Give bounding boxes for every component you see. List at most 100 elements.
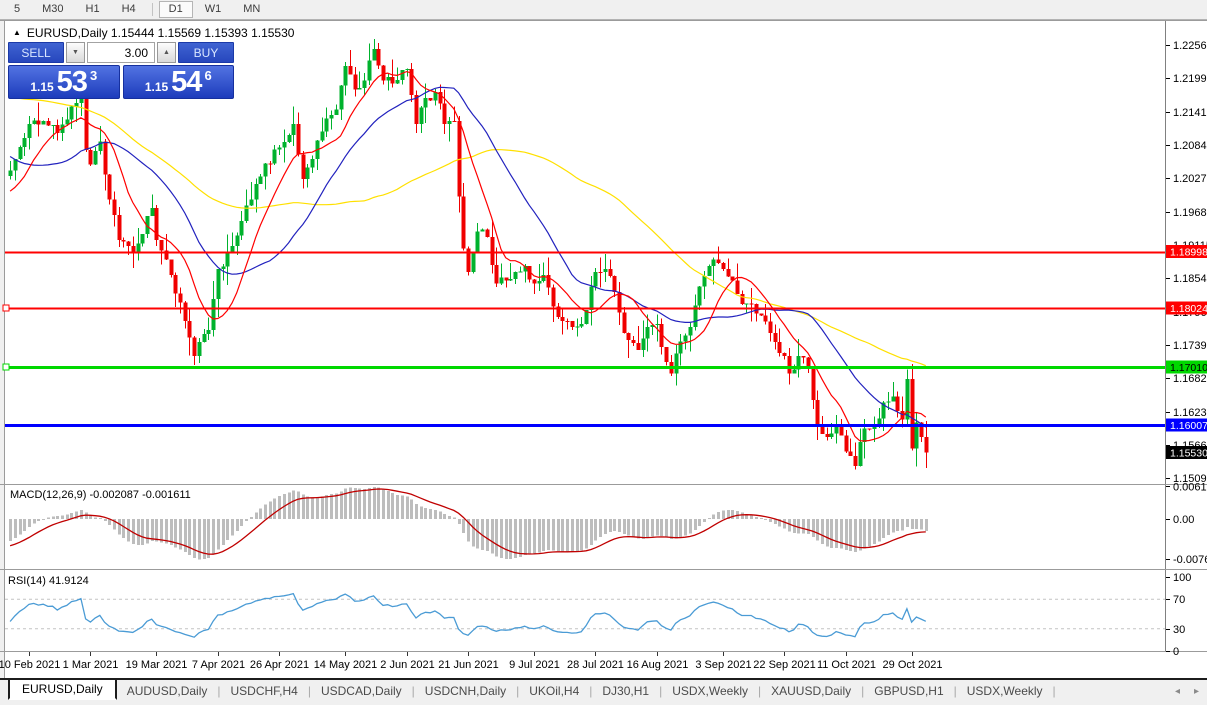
date-tick-label: 1 Mar 2021 xyxy=(63,659,119,671)
chart-tab-eurusd-daily[interactable]: EURUSD,Daily xyxy=(8,678,117,700)
chart-tab-dj30-h1[interactable]: DJ30,H1 xyxy=(602,684,650,698)
rsi-label: RSI(14) 41.9124 xyxy=(8,575,89,587)
timeframe-button-h4[interactable]: H4 xyxy=(121,3,136,15)
macd-label: MACD(12,26,9) -0.002087 -0.001611 xyxy=(10,489,191,501)
tab-separator: | xyxy=(861,684,865,698)
date-tick-label: 7 Apr 2021 xyxy=(192,659,245,671)
lot-size-field[interactable]: 3.00 xyxy=(87,42,155,63)
hline-price-label: 1.18998 xyxy=(1170,247,1207,259)
date-tick-label: 22 Sep 2021 xyxy=(753,659,815,671)
tab-separator: | xyxy=(953,684,957,698)
sell-price-small: 1.15 xyxy=(30,79,54,94)
sell-price-panel[interactable]: 1.15 53 3 xyxy=(8,65,120,99)
macd-tick: -0.00762 xyxy=(1173,554,1207,566)
timeframe-button-d1[interactable]: D1 xyxy=(158,1,193,18)
macd-signal-line xyxy=(9,488,926,555)
date-tick-label: 28 Jul 2021 xyxy=(567,659,624,671)
tab-separator: | xyxy=(307,684,311,698)
timeframe-button-5[interactable]: 5 xyxy=(14,3,21,15)
chart-tab-usdchf-h4[interactable]: USDCHF,H4 xyxy=(230,684,298,698)
tab-separator: | xyxy=(411,684,415,698)
price-tick: 1.18545 xyxy=(1173,273,1207,285)
rsi-tick: 70 xyxy=(1173,594,1185,606)
buy-price-sup: 6 xyxy=(204,68,212,83)
chart-tab-xauusd-daily[interactable]: XAUUSD,Daily xyxy=(771,684,852,698)
sell-price-sup: 3 xyxy=(89,68,98,83)
one-click-trading-widget: SELL ▼ 3.00 ▲ BUY 1.15 53 3 1.15 54 6 xyxy=(8,42,234,99)
price-tick: 1.17390 xyxy=(1173,340,1207,352)
price-tick: 1.21410 xyxy=(1173,107,1207,119)
price-tick: 1.22565 xyxy=(1173,40,1207,52)
tab-scroll-nav: ◂ ▸ xyxy=(1175,686,1199,697)
buy-price-big: 54 xyxy=(171,65,202,98)
rsi-line xyxy=(9,592,927,638)
timeframe-button-w1[interactable]: W1 xyxy=(204,3,222,15)
chart-tab-bar: EURUSD,Daily AUDUSD,Daily | USDCHF,H4 | USDCA… xyxy=(0,678,1207,705)
date-tick-label: 19 Mar 2021 xyxy=(126,659,188,671)
lot-decrease-button[interactable]: ▼ xyxy=(66,42,85,63)
buy-price-panel[interactable]: 1.15 54 6 xyxy=(122,65,234,99)
timeframe-button-h1[interactable]: H1 xyxy=(85,3,100,15)
hline-anchor-1.17010 xyxy=(2,363,10,371)
rsi-tick: 30 xyxy=(1173,624,1185,636)
sell-price-big: 53 xyxy=(56,65,88,98)
date-tick-label: 10 Feb 2021 xyxy=(0,659,60,671)
macd-histogram xyxy=(9,486,928,560)
date-tick-label: 9 Jul 2021 xyxy=(509,659,560,671)
tab-separator: | xyxy=(659,684,663,698)
chart-tab-audusd-daily[interactable]: AUDUSD,Daily xyxy=(126,684,208,698)
macd-tick: 0.00 xyxy=(1173,514,1194,526)
chart-tab-usdx-weekly[interactable]: USDX,Weekly xyxy=(672,684,748,698)
symbol-quote-text: EURUSD,Daily 1.15444 1.15569 1.15393 1.1… xyxy=(26,26,295,40)
price-tick: 1.21995 xyxy=(1173,73,1207,85)
ma-slow-line xyxy=(10,96,927,367)
date-tick-label: 16 Aug 2021 xyxy=(627,659,689,671)
buy-price-small: 1.15 xyxy=(144,79,169,94)
hline-price-label: 1.18024 xyxy=(1170,303,1207,315)
chart-tab-gbpusd-h1[interactable]: GBPUSD,H1 xyxy=(874,684,944,698)
collapse-one-click-icon[interactable]: ▲ xyxy=(13,27,21,37)
price-tick: 1.19685 xyxy=(1173,207,1207,219)
hline-anchor-1.18024 xyxy=(2,304,10,312)
price-tick: 1.16820 xyxy=(1173,373,1207,385)
price-tick: 1.20840 xyxy=(1173,140,1207,152)
macd-tick: 0.006193 xyxy=(1173,481,1207,493)
date-tick-label: 26 Apr 2021 xyxy=(250,659,309,671)
tab-separator: | xyxy=(1052,684,1056,698)
timeframe-button-m30[interactable]: M30 xyxy=(42,3,64,15)
tab-separator: | xyxy=(217,684,221,698)
price-tick: 1.16235 xyxy=(1173,407,1207,419)
tab-separator: | xyxy=(589,684,593,698)
candles-layer xyxy=(8,38,929,470)
sell-button[interactable]: SELL xyxy=(8,42,64,63)
date-tick-label: 29 Oct 2021 xyxy=(883,659,943,671)
hline-price-label: 1.17010 xyxy=(1170,362,1207,374)
timeframe-button-mn[interactable]: MN xyxy=(243,3,261,15)
tab-scroll-right-icon[interactable]: ▸ xyxy=(1193,686,1199,697)
date-tick-label: 21 Jun 2021 xyxy=(438,659,499,671)
lot-increase-button[interactable]: ▲ xyxy=(157,42,176,63)
chart-tab-usdx-weekly[interactable]: USDX,Weekly xyxy=(966,684,1043,698)
chart-tab-usdcad-daily[interactable]: USDCAD,Daily xyxy=(320,684,402,698)
date-tick-label: 14 May 2021 xyxy=(314,659,378,671)
timeframe-toolbar: 5 M30 H1 H4 D1 W1 MN xyxy=(0,0,1207,20)
hline-price-label: 1.16007 xyxy=(1170,420,1207,432)
current-price-label: 1.15530 xyxy=(1170,448,1207,460)
date-tick-label: 3 Sep 2021 xyxy=(695,659,751,671)
buy-button[interactable]: BUY xyxy=(178,42,234,63)
date-tick-label: 2 Jun 2021 xyxy=(380,659,434,671)
price-tick: 1.20270 xyxy=(1173,173,1207,185)
tab-separator: | xyxy=(758,684,762,698)
chart-tab-usdcnh-daily[interactable]: USDCNH,Daily xyxy=(424,684,507,698)
toolbar-separator xyxy=(151,3,153,16)
tab-separator: | xyxy=(516,684,520,698)
chart-title: ▲ EURUSD,Daily 1.15444 1.15569 1.15393 1… xyxy=(13,26,294,40)
tab-scroll-left-icon[interactable]: ◂ xyxy=(1174,686,1180,697)
price-tick: 1.15095 xyxy=(1173,473,1207,485)
date-tick-label: 11 Oct 2021 xyxy=(817,659,876,671)
chart-tab-ukoil-h4[interactable]: UKOil,H4 xyxy=(529,684,580,698)
rsi-tick: 100 xyxy=(1173,572,1191,584)
rsi-tick: 0 xyxy=(1173,646,1179,658)
